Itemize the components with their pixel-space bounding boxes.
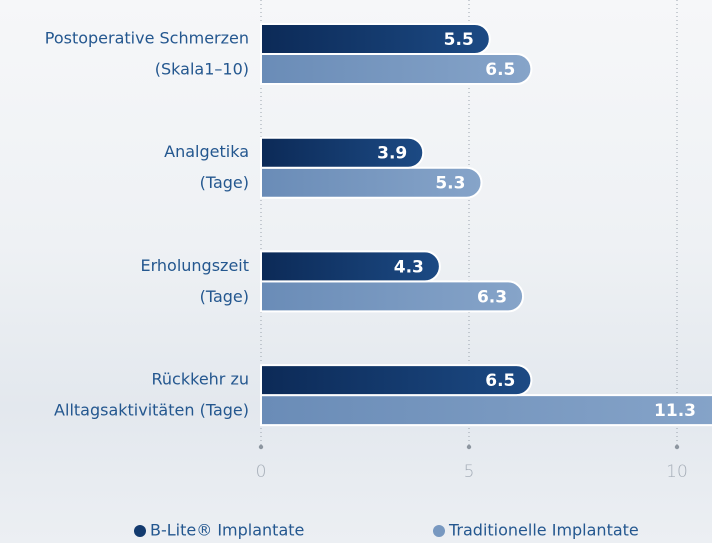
value-label: 6.5 [485, 60, 515, 80]
category-label: Rückkehr zu [152, 370, 249, 389]
tick-mark [259, 445, 263, 449]
value-label: 6.3 [477, 287, 507, 307]
value-label: 11.3 [654, 401, 696, 421]
page: {"chart_data": {"type": "bar", "orientat… [0, 0, 712, 543]
value-label: 6.5 [485, 371, 515, 391]
x-tick-label: 5 [464, 462, 475, 482]
value-label: 5.5 [444, 30, 474, 50]
chart: 0 5 10 Postoperative Schmerzen (Skala1–10) 6.… [0, 0, 712, 543]
category-label: (Tage) [200, 173, 249, 192]
category-label: Erholungszeit [140, 256, 249, 275]
value-label: 4.3 [394, 257, 424, 277]
legend-label: Traditionelle Implantate [448, 521, 639, 540]
legend-swatch [134, 525, 146, 537]
x-tick-label: 10 [666, 462, 688, 482]
category-label: (Tage) [200, 287, 249, 306]
category-label: Analgetika [164, 142, 249, 161]
value-label: 5.3 [435, 174, 465, 194]
category-label: (Skala1–10) [155, 60, 249, 79]
bar [261, 395, 712, 425]
x-tick-label: 0 [256, 462, 267, 482]
tick-mark [467, 445, 471, 449]
category-label: Postoperative Schmerzen [45, 29, 249, 48]
tick-mark [675, 445, 679, 449]
category-label: Alltagsaktivitäten (Tage) [54, 401, 249, 420]
value-label: 3.9 [377, 144, 407, 164]
legend-swatch [433, 525, 445, 537]
legend-label: B-Lite® Implantate [150, 521, 304, 540]
